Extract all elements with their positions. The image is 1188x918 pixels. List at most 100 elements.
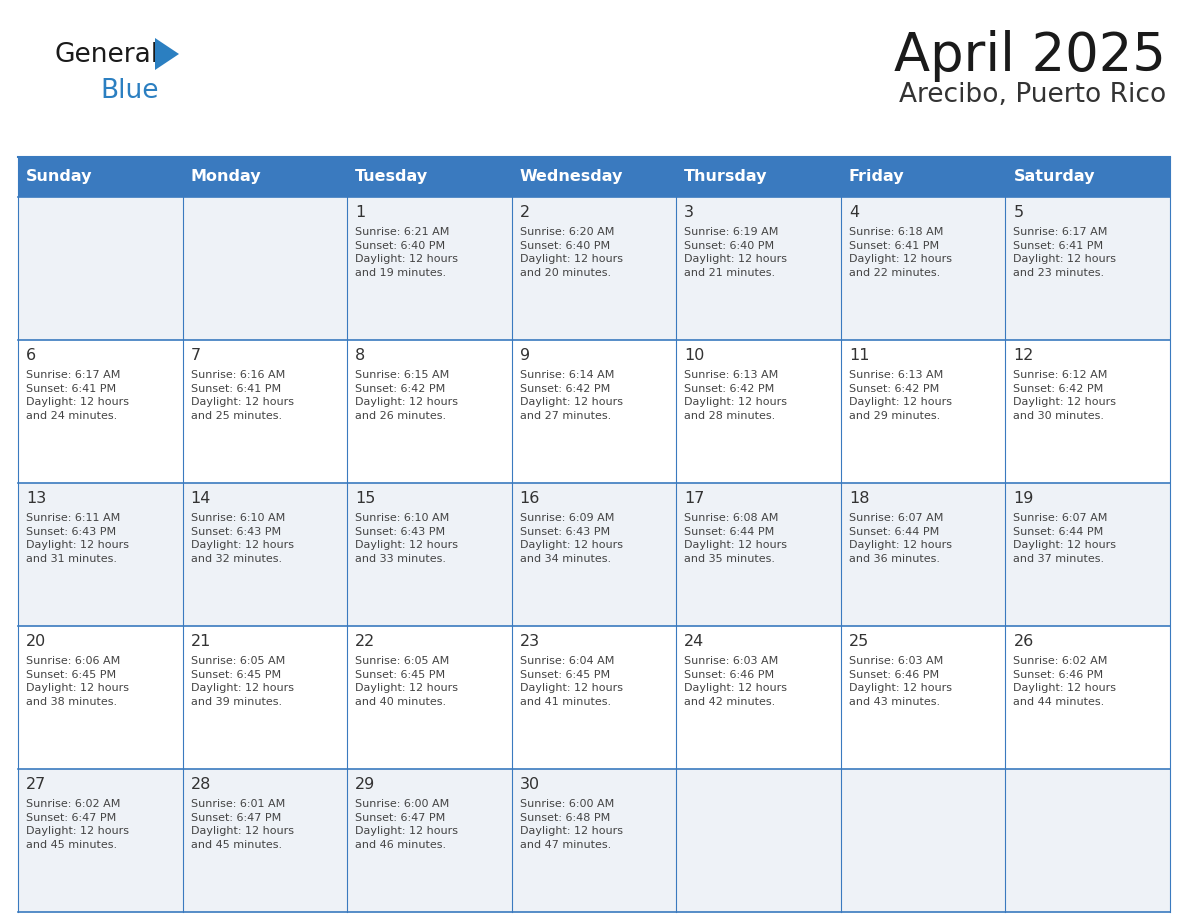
Text: Sunrise: 6:08 AM
Sunset: 6:44 PM
Daylight: 12 hours
and 35 minutes.: Sunrise: 6:08 AM Sunset: 6:44 PM Dayligh… xyxy=(684,513,788,564)
Text: 9: 9 xyxy=(519,348,530,363)
Text: Sunrise: 6:21 AM
Sunset: 6:40 PM
Daylight: 12 hours
and 19 minutes.: Sunrise: 6:21 AM Sunset: 6:40 PM Dayligh… xyxy=(355,227,459,278)
Bar xyxy=(18,157,183,197)
Text: 11: 11 xyxy=(849,348,870,363)
Text: 23: 23 xyxy=(519,634,539,649)
Text: Sunrise: 6:18 AM
Sunset: 6:41 PM
Daylight: 12 hours
and 22 minutes.: Sunrise: 6:18 AM Sunset: 6:41 PM Dayligh… xyxy=(849,227,952,278)
Text: 3: 3 xyxy=(684,205,694,220)
Bar xyxy=(347,483,512,626)
Bar xyxy=(18,340,183,483)
Text: 18: 18 xyxy=(849,491,870,506)
Bar xyxy=(512,197,676,340)
Bar xyxy=(676,340,841,483)
Bar xyxy=(183,340,347,483)
Text: Thursday: Thursday xyxy=(684,170,767,185)
Text: Sunrise: 6:02 AM
Sunset: 6:47 PM
Daylight: 12 hours
and 45 minutes.: Sunrise: 6:02 AM Sunset: 6:47 PM Dayligh… xyxy=(26,799,129,850)
Bar xyxy=(841,769,1005,912)
Text: 27: 27 xyxy=(26,777,46,792)
Text: Sunrise: 6:04 AM
Sunset: 6:45 PM
Daylight: 12 hours
and 41 minutes.: Sunrise: 6:04 AM Sunset: 6:45 PM Dayligh… xyxy=(519,656,623,707)
Bar xyxy=(347,157,512,197)
Text: 19: 19 xyxy=(1013,491,1034,506)
Text: Arecibo, Puerto Rico: Arecibo, Puerto Rico xyxy=(899,82,1165,108)
Text: Sunrise: 6:07 AM
Sunset: 6:44 PM
Daylight: 12 hours
and 36 minutes.: Sunrise: 6:07 AM Sunset: 6:44 PM Dayligh… xyxy=(849,513,952,564)
Bar xyxy=(1005,157,1170,197)
Text: Sunrise: 6:10 AM
Sunset: 6:43 PM
Daylight: 12 hours
and 33 minutes.: Sunrise: 6:10 AM Sunset: 6:43 PM Dayligh… xyxy=(355,513,459,564)
Bar xyxy=(676,626,841,769)
Text: Sunrise: 6:07 AM
Sunset: 6:44 PM
Daylight: 12 hours
and 37 minutes.: Sunrise: 6:07 AM Sunset: 6:44 PM Dayligh… xyxy=(1013,513,1117,564)
Text: 24: 24 xyxy=(684,634,704,649)
Text: 8: 8 xyxy=(355,348,366,363)
Text: Blue: Blue xyxy=(100,78,158,104)
Text: 25: 25 xyxy=(849,634,870,649)
Text: Sunrise: 6:19 AM
Sunset: 6:40 PM
Daylight: 12 hours
and 21 minutes.: Sunrise: 6:19 AM Sunset: 6:40 PM Dayligh… xyxy=(684,227,788,278)
Bar xyxy=(841,157,1005,197)
Text: Sunrise: 6:02 AM
Sunset: 6:46 PM
Daylight: 12 hours
and 44 minutes.: Sunrise: 6:02 AM Sunset: 6:46 PM Dayligh… xyxy=(1013,656,1117,707)
Bar xyxy=(512,626,676,769)
Text: General: General xyxy=(55,42,159,68)
Text: Sunrise: 6:09 AM
Sunset: 6:43 PM
Daylight: 12 hours
and 34 minutes.: Sunrise: 6:09 AM Sunset: 6:43 PM Dayligh… xyxy=(519,513,623,564)
Text: Sunrise: 6:06 AM
Sunset: 6:45 PM
Daylight: 12 hours
and 38 minutes.: Sunrise: 6:06 AM Sunset: 6:45 PM Dayligh… xyxy=(26,656,129,707)
Text: Sunrise: 6:11 AM
Sunset: 6:43 PM
Daylight: 12 hours
and 31 minutes.: Sunrise: 6:11 AM Sunset: 6:43 PM Dayligh… xyxy=(26,513,129,564)
Text: 20: 20 xyxy=(26,634,46,649)
Bar xyxy=(512,157,676,197)
Bar xyxy=(18,483,183,626)
Text: 10: 10 xyxy=(684,348,704,363)
Text: Saturday: Saturday xyxy=(1013,170,1095,185)
Text: Sunrise: 6:16 AM
Sunset: 6:41 PM
Daylight: 12 hours
and 25 minutes.: Sunrise: 6:16 AM Sunset: 6:41 PM Dayligh… xyxy=(190,370,293,420)
Text: Monday: Monday xyxy=(190,170,261,185)
Bar xyxy=(1005,340,1170,483)
Text: 1: 1 xyxy=(355,205,366,220)
Text: Sunrise: 6:12 AM
Sunset: 6:42 PM
Daylight: 12 hours
and 30 minutes.: Sunrise: 6:12 AM Sunset: 6:42 PM Dayligh… xyxy=(1013,370,1117,420)
Text: 13: 13 xyxy=(26,491,46,506)
Bar xyxy=(183,157,347,197)
Bar xyxy=(841,626,1005,769)
Text: Tuesday: Tuesday xyxy=(355,170,428,185)
Text: 17: 17 xyxy=(684,491,704,506)
Bar xyxy=(512,483,676,626)
Bar xyxy=(18,197,183,340)
Bar xyxy=(347,197,512,340)
Bar xyxy=(183,483,347,626)
Text: 28: 28 xyxy=(190,777,211,792)
Text: 16: 16 xyxy=(519,491,541,506)
Text: Sunrise: 6:17 AM
Sunset: 6:41 PM
Daylight: 12 hours
and 24 minutes.: Sunrise: 6:17 AM Sunset: 6:41 PM Dayligh… xyxy=(26,370,129,420)
Text: Sunday: Sunday xyxy=(26,170,93,185)
Text: Sunrise: 6:17 AM
Sunset: 6:41 PM
Daylight: 12 hours
and 23 minutes.: Sunrise: 6:17 AM Sunset: 6:41 PM Dayligh… xyxy=(1013,227,1117,278)
Bar xyxy=(18,769,183,912)
Text: 26: 26 xyxy=(1013,634,1034,649)
Text: 12: 12 xyxy=(1013,348,1034,363)
Text: 2: 2 xyxy=(519,205,530,220)
Text: Sunrise: 6:01 AM
Sunset: 6:47 PM
Daylight: 12 hours
and 45 minutes.: Sunrise: 6:01 AM Sunset: 6:47 PM Dayligh… xyxy=(190,799,293,850)
Bar xyxy=(676,769,841,912)
Bar xyxy=(1005,626,1170,769)
Bar xyxy=(512,340,676,483)
Text: 14: 14 xyxy=(190,491,211,506)
Text: Sunrise: 6:10 AM
Sunset: 6:43 PM
Daylight: 12 hours
and 32 minutes.: Sunrise: 6:10 AM Sunset: 6:43 PM Dayligh… xyxy=(190,513,293,564)
Bar xyxy=(18,626,183,769)
Text: Sunrise: 6:13 AM
Sunset: 6:42 PM
Daylight: 12 hours
and 28 minutes.: Sunrise: 6:13 AM Sunset: 6:42 PM Dayligh… xyxy=(684,370,788,420)
Bar xyxy=(347,626,512,769)
Text: Sunrise: 6:03 AM
Sunset: 6:46 PM
Daylight: 12 hours
and 42 minutes.: Sunrise: 6:03 AM Sunset: 6:46 PM Dayligh… xyxy=(684,656,788,707)
Text: 4: 4 xyxy=(849,205,859,220)
Bar xyxy=(841,340,1005,483)
Bar xyxy=(183,197,347,340)
Bar xyxy=(512,769,676,912)
Bar xyxy=(841,483,1005,626)
Text: Sunrise: 6:00 AM
Sunset: 6:48 PM
Daylight: 12 hours
and 47 minutes.: Sunrise: 6:00 AM Sunset: 6:48 PM Dayligh… xyxy=(519,799,623,850)
Polygon shape xyxy=(154,38,179,70)
Text: Friday: Friday xyxy=(849,170,904,185)
Bar xyxy=(347,340,512,483)
Text: 6: 6 xyxy=(26,348,36,363)
Text: 5: 5 xyxy=(1013,205,1024,220)
Text: Sunrise: 6:14 AM
Sunset: 6:42 PM
Daylight: 12 hours
and 27 minutes.: Sunrise: 6:14 AM Sunset: 6:42 PM Dayligh… xyxy=(519,370,623,420)
Text: 30: 30 xyxy=(519,777,539,792)
Text: Sunrise: 6:03 AM
Sunset: 6:46 PM
Daylight: 12 hours
and 43 minutes.: Sunrise: 6:03 AM Sunset: 6:46 PM Dayligh… xyxy=(849,656,952,707)
Bar xyxy=(183,769,347,912)
Bar xyxy=(676,197,841,340)
Bar xyxy=(347,769,512,912)
Bar xyxy=(1005,483,1170,626)
Text: 21: 21 xyxy=(190,634,211,649)
Bar xyxy=(183,626,347,769)
Bar xyxy=(841,197,1005,340)
Text: 29: 29 xyxy=(355,777,375,792)
Text: 15: 15 xyxy=(355,491,375,506)
